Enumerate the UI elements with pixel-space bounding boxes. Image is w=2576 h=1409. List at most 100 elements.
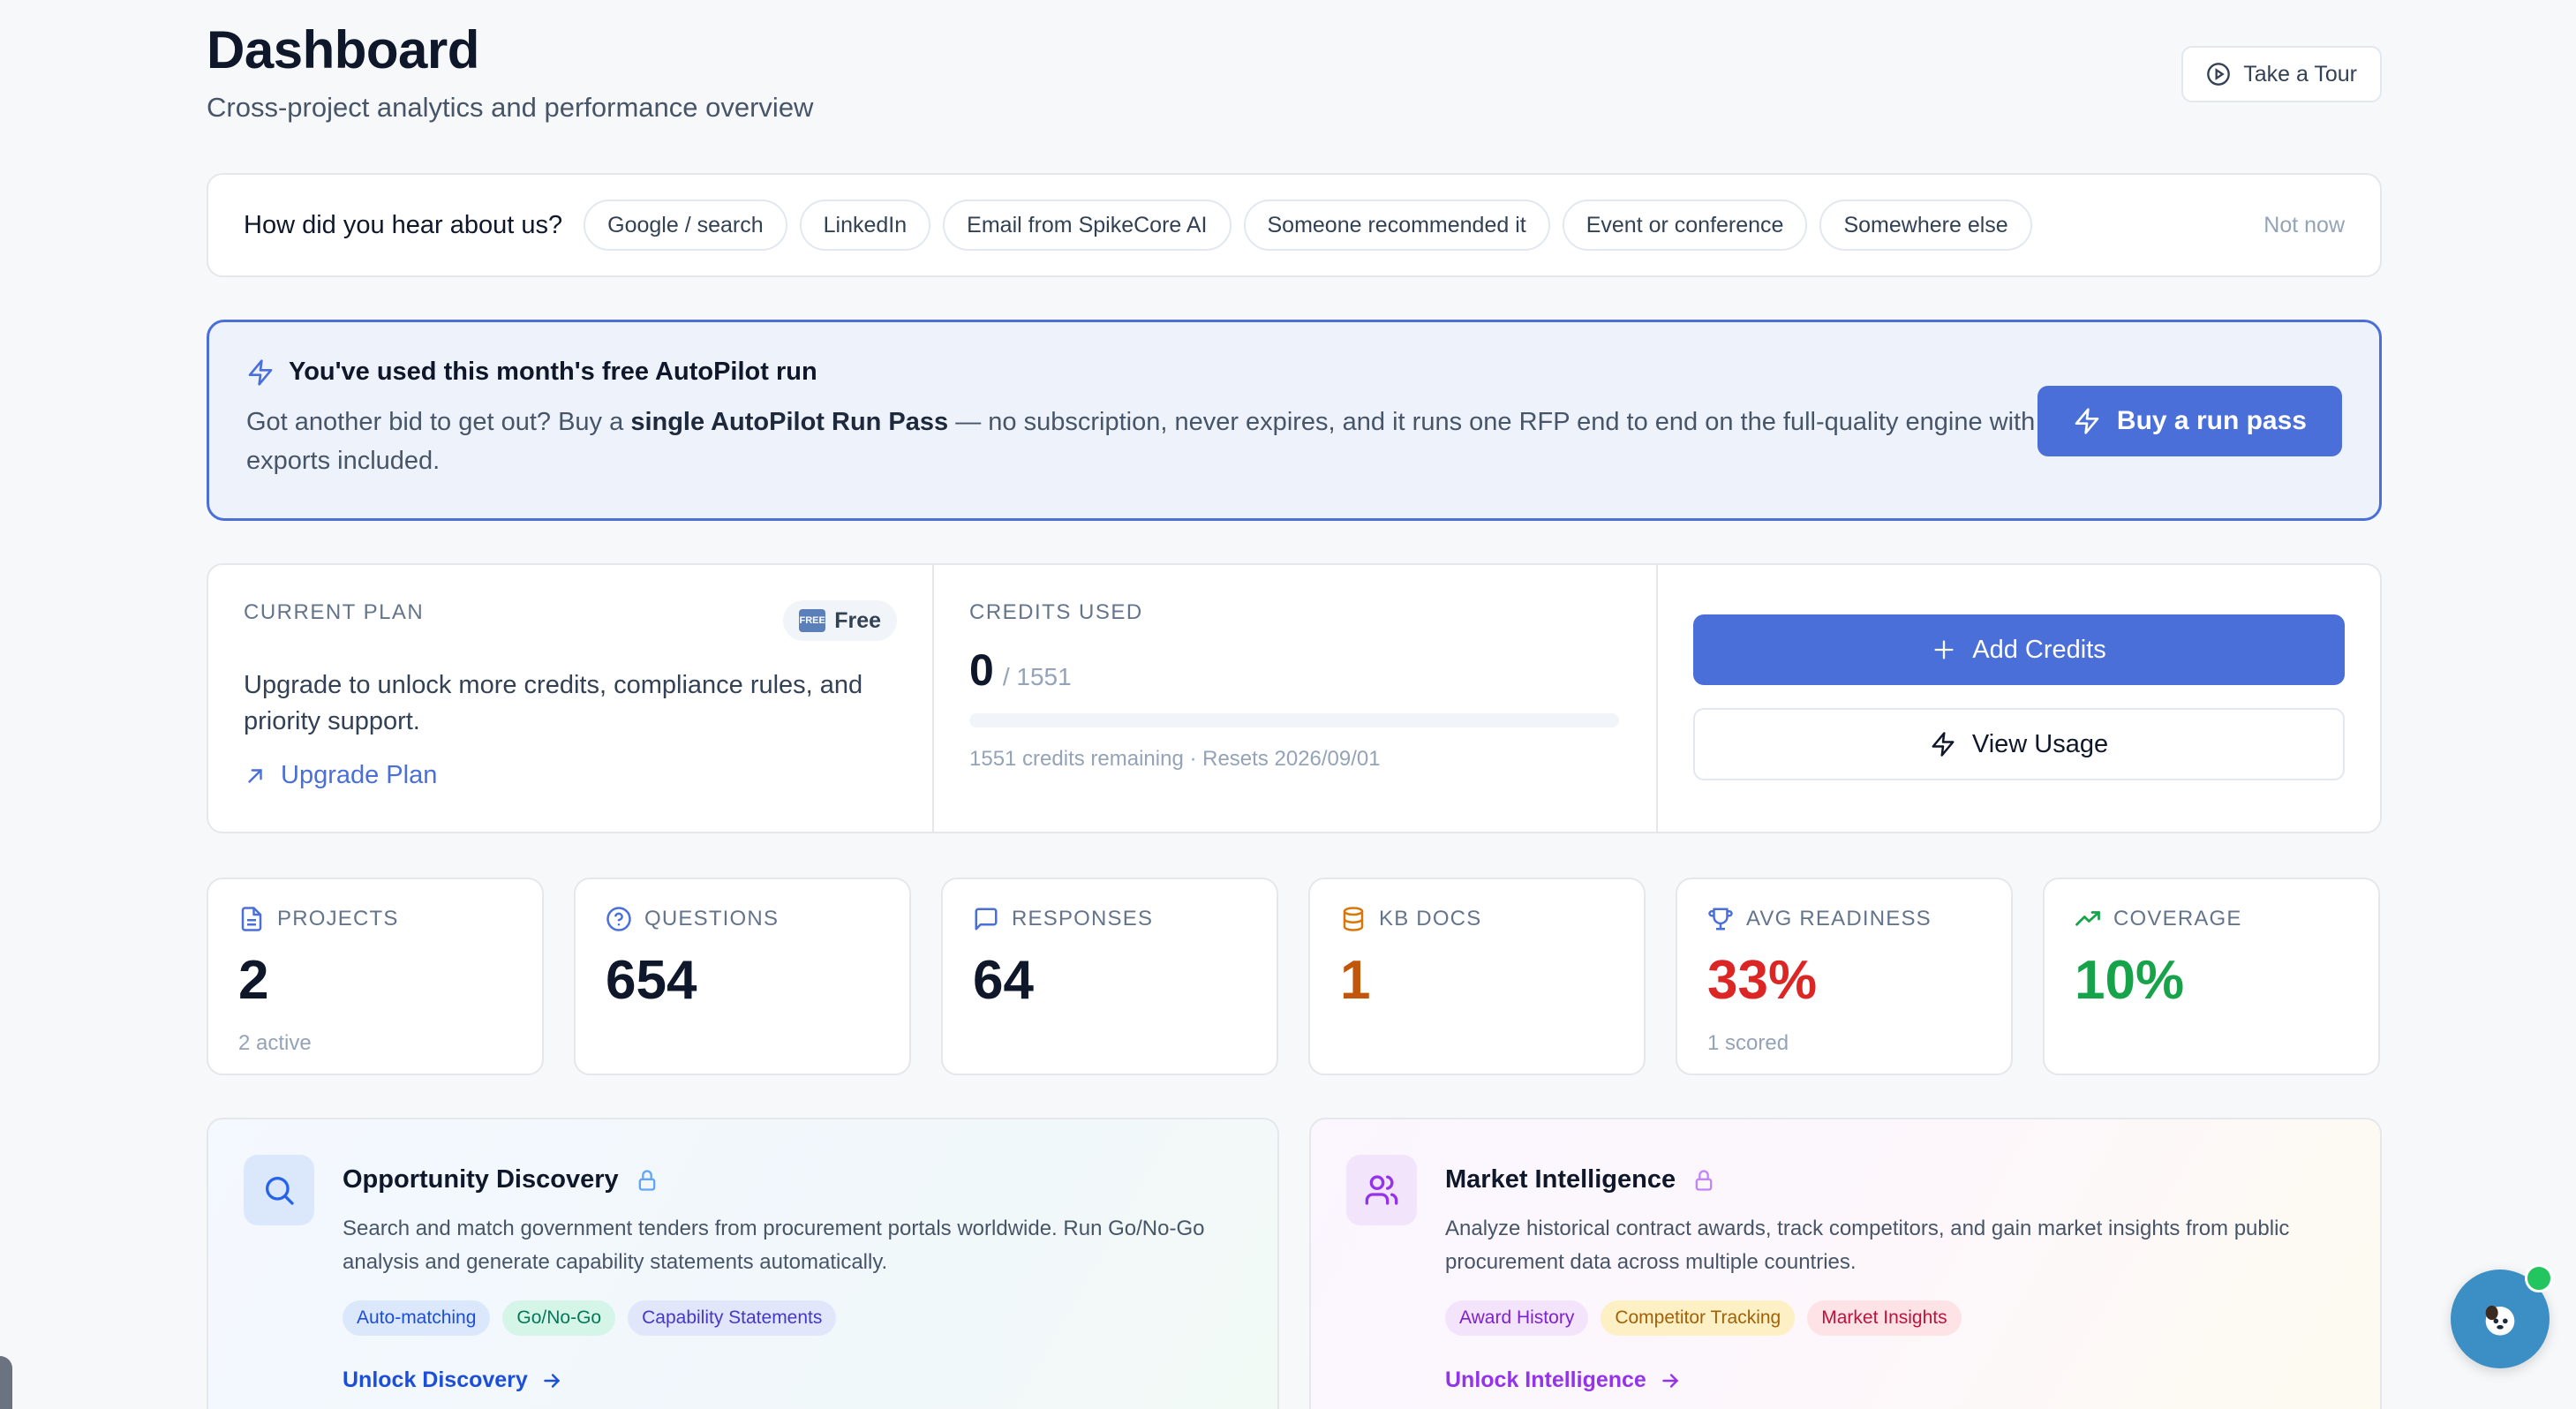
survey-dismiss-link[interactable]: Not now	[2263, 212, 2345, 237]
upgrade-plan-link[interactable]: Upgrade Plan	[244, 761, 897, 790]
stat-value: 654	[606, 950, 697, 1011]
page-header: Dashboard Cross-project analytics and pe…	[207, 0, 2382, 168]
current-plan-section: CURRENT PLAN FREE Free Upgrade to unlock…	[208, 565, 932, 832]
feature-title-row: Market Intelligence	[1445, 1165, 2345, 1194]
feature-tags: Auto-matching Go/No-Go Capability Statem…	[343, 1300, 1242, 1336]
credits-counter: 0 / 1551	[969, 644, 1621, 696]
feature-icon-box	[244, 1155, 314, 1225]
feature-tag: Market Insights	[1807, 1300, 1962, 1336]
promo-header: You've used this month's free AutoPilot …	[246, 358, 2342, 387]
plus-icon	[1934, 640, 1954, 659]
unlock-discovery-link[interactable]: Unlock Discovery	[343, 1368, 1242, 1393]
stat-card-coverage[interactable]: COVERAGE 10%	[2043, 878, 2380, 1075]
unlock-intelligence-label: Unlock Intelligence	[1445, 1368, 1646, 1392]
promo-body: Got another bid to get out? Buy a single…	[246, 403, 2038, 480]
add-credits-button[interactable]: Add Credits	[1693, 614, 2345, 685]
take-tour-button[interactable]: Take a Tour	[2181, 46, 2382, 102]
opportunity-discovery-card: Opportunity Discovery Search and match g…	[207, 1118, 1279, 1409]
stat-header: AVG READINESS	[1707, 906, 1981, 932]
question-icon	[606, 907, 631, 931]
trophy-icon	[1708, 908, 1733, 931]
mascot-icon	[2485, 1305, 2515, 1336]
promo-body-highlight: single AutoPilot Run Pass	[630, 408, 949, 436]
credits-note: 1551 credits remaining · Resets 2026/09/…	[969, 747, 1381, 771]
add-credits-label: Add Credits	[1972, 635, 2106, 664]
lock-icon	[638, 1169, 655, 1191]
stat-card-avg-readiness[interactable]: AVG READINESS 33% 1 scored	[1676, 878, 2013, 1075]
arrow-up-right-icon	[248, 768, 262, 783]
stat-card-responses[interactable]: RESPONSES 64	[941, 878, 1278, 1075]
survey-option-event[interactable]: Event or conference	[1562, 200, 1808, 251]
document-icon	[241, 907, 262, 931]
plan-badge: FREE Free	[783, 600, 897, 641]
stat-header: PROJECTS	[238, 906, 512, 932]
stat-card-questions[interactable]: QUESTIONS 654	[574, 878, 911, 1075]
credits-progress-bar	[969, 713, 1619, 727]
survey-option-email[interactable]: Email from SpikeCore AI	[943, 200, 1232, 251]
lock-icon	[1695, 1169, 1713, 1191]
feature-tag: Award History	[1445, 1300, 1589, 1336]
autopilot-promo-banner: You've used this month's free AutoPilot …	[207, 320, 2382, 521]
window-edge	[0, 1356, 12, 1409]
view-usage-label: View Usage	[1971, 729, 2109, 758]
unlock-intelligence-link[interactable]: Unlock Intelligence	[1445, 1368, 2345, 1393]
page-subtitle: Cross-project analytics and performance …	[207, 92, 814, 123]
trending-up-icon	[2075, 911, 2100, 926]
stat-value: 64	[973, 950, 1034, 1011]
feature-cards: Opportunity Discovery Search and match g…	[207, 1118, 2382, 1409]
plan-credits-panel: CURRENT PLAN FREE Free Upgrade to unlock…	[207, 563, 2382, 833]
plan-description: Upgrade to unlock more credits, complian…	[244, 671, 863, 735]
feature-tag: Capability Statements	[628, 1300, 837, 1336]
feature-tag: Competitor Tracking	[1601, 1300, 1796, 1336]
stat-value: 10%	[2075, 950, 2185, 1011]
dashboard-page: Dashboard Cross-project analytics and pe…	[207, 0, 2382, 1409]
survey-option-recommended[interactable]: Someone recommended it	[1243, 200, 1550, 251]
survey-option-linkedin[interactable]: LinkedIn	[799, 200, 931, 251]
promo-body-text: Got another bid to get out? Buy a	[246, 408, 631, 436]
promo-body-text-rest: — no subscription, never expires, and it…	[246, 408, 2036, 475]
feature-title: Opportunity Discovery	[343, 1165, 619, 1194]
credit-actions-section: Add Credits View Usage	[1656, 565, 2380, 832]
view-usage-button[interactable]: View Usage	[1693, 708, 2345, 780]
upgrade-plan-label: Upgrade Plan	[281, 761, 438, 789]
credits-section: CREDITS USED 0 / 1551 1551 credits remai…	[932, 565, 1656, 832]
stat-card-kb-docs[interactable]: KB DOCS 1	[1308, 878, 1646, 1075]
lightning-icon	[2075, 408, 2099, 434]
credits-used-value: 0	[969, 645, 994, 695]
page-title: Dashboard	[207, 20, 479, 79]
survey-option-other[interactable]: Somewhere else	[1819, 200, 2032, 251]
users-icon	[1365, 1175, 1398, 1205]
take-tour-label: Take a Tour	[2243, 61, 2357, 87]
stat-card-projects[interactable]: PROJECTS 2 2 active	[207, 878, 544, 1075]
search-icon	[266, 1177, 294, 1205]
stat-subtext: 2 active	[238, 1031, 312, 1055]
buy-run-pass-button[interactable]: Buy a run pass	[2037, 386, 2342, 456]
credits-used-label: CREDITS USED	[969, 600, 1143, 624]
survey-option-google[interactable]: Google / search	[584, 200, 787, 251]
promo-title: You've used this month's free AutoPilot …	[289, 358, 817, 386]
stat-subtext: 1 scored	[1707, 1031, 1789, 1055]
feature-title: Market Intelligence	[1445, 1165, 1676, 1194]
stat-label: PROJECTS	[277, 907, 399, 931]
online-status-dot	[2525, 1264, 2553, 1292]
chat-icon	[975, 908, 998, 931]
lightning-icon	[1932, 732, 1955, 757]
survey-question: How did you hear about us?	[244, 210, 563, 239]
stat-header: RESPONSES	[973, 906, 1247, 932]
feature-description: Search and match government tenders from…	[343, 1217, 1205, 1274]
feature-tag: Auto-matching	[343, 1300, 491, 1336]
feature-icon-box	[1346, 1155, 1417, 1225]
free-icon: FREE	[799, 609, 826, 632]
stat-value: 1	[1340, 950, 1371, 1011]
stat-header: QUESTIONS	[606, 906, 879, 932]
play-circle-icon	[2207, 63, 2231, 86]
unlock-discovery-label: Unlock Discovery	[343, 1368, 528, 1392]
current-plan-label: CURRENT PLAN	[244, 600, 425, 624]
stat-value: 33%	[1707, 950, 1818, 1011]
plan-badge-label: Free	[834, 607, 881, 633]
chat-widget-button[interactable]	[2451, 1264, 2553, 1368]
feature-tag: Go/No-Go	[502, 1300, 616, 1336]
stat-label: QUESTIONS	[644, 907, 780, 931]
referral-survey: How did you hear about us? Google / sear…	[207, 173, 2382, 277]
feature-title-row: Opportunity Discovery	[343, 1165, 1242, 1194]
